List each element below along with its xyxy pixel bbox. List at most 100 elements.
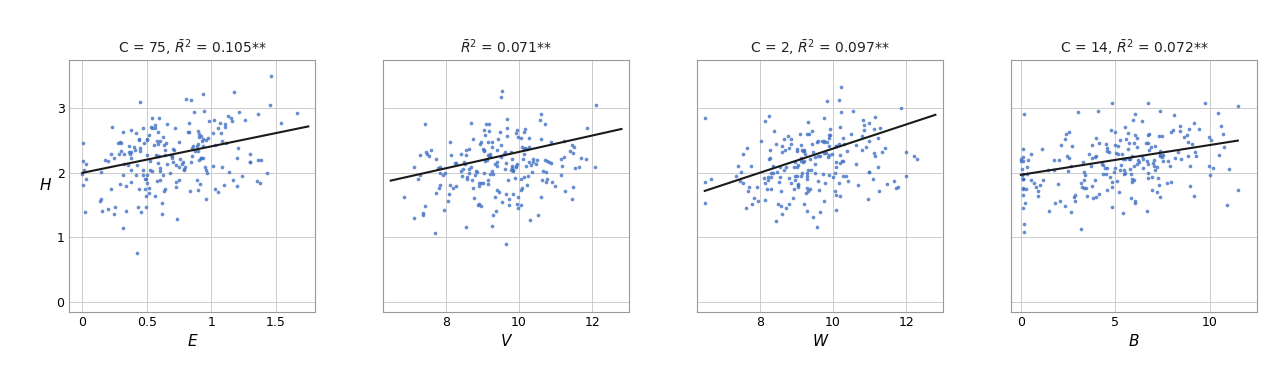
Point (134, 140, 154, 147)
Point (512, 202, 532, 208)
Point (1028, 193, 1048, 199)
Point (730, 178, 750, 184)
Point (474, 148, 494, 154)
Point (797, 173, 817, 179)
Point (205, 186, 225, 192)
Point (110, 181, 130, 187)
Point (787, 147, 807, 154)
Point (784, 164, 805, 170)
Point (1045, 157, 1065, 163)
Point (496, 116, 517, 122)
Point (1199, 134, 1219, 140)
Point (553, 154, 573, 160)
Point (152, 211, 172, 217)
Point (1076, 185, 1096, 191)
Point (1061, 163, 1081, 169)
Point (826, 143, 846, 149)
Point (471, 139, 491, 145)
Point (765, 141, 786, 147)
Point (121, 155, 141, 161)
Point (224, 176, 244, 183)
Point (1101, 184, 1122, 190)
Point (495, 166, 515, 172)
Point (182, 145, 202, 151)
Point (815, 197, 835, 204)
Point (755, 180, 775, 186)
Point (871, 149, 892, 155)
Point (859, 137, 879, 144)
Point (429, 170, 450, 176)
Point (426, 156, 446, 162)
Point (1013, 146, 1033, 152)
Point (193, 108, 213, 114)
Point (191, 154, 211, 161)
Point (1162, 179, 1182, 185)
Point (868, 135, 888, 142)
Point (193, 143, 213, 149)
Point (1149, 148, 1170, 154)
Point (832, 158, 853, 164)
Point (1124, 200, 1144, 206)
Point (145, 122, 165, 128)
Point (748, 198, 768, 204)
Point (791, 155, 811, 161)
Point (1096, 145, 1116, 151)
Point (1108, 142, 1128, 149)
Point (260, 102, 280, 108)
Point (755, 197, 775, 204)
Point (798, 167, 818, 173)
Point (1137, 158, 1157, 164)
Point (1122, 153, 1142, 159)
Point (750, 138, 770, 144)
Point (164, 125, 184, 131)
Point (585, 164, 605, 170)
Point (416, 121, 436, 127)
Point (456, 174, 476, 180)
Point (1014, 111, 1034, 117)
Point (499, 202, 519, 208)
Point (797, 175, 817, 182)
Point (1209, 110, 1229, 116)
Point (153, 172, 173, 178)
Point (125, 147, 145, 153)
Point (1149, 151, 1170, 158)
Point (1115, 123, 1135, 130)
Point (1103, 100, 1123, 106)
Point (536, 121, 556, 127)
Point (72, 182, 92, 188)
Point (475, 127, 495, 133)
Point (888, 184, 908, 190)
Point (179, 120, 200, 126)
Point (826, 143, 846, 149)
Point (160, 170, 181, 176)
Point (1177, 139, 1197, 145)
Point (1137, 140, 1157, 146)
Point (523, 159, 543, 165)
Point (701, 176, 721, 182)
Point (150, 177, 171, 183)
Point (272, 120, 292, 126)
Point (522, 162, 542, 168)
Point (130, 99, 150, 105)
Point (198, 135, 218, 141)
Point (480, 171, 500, 177)
Point (1138, 132, 1158, 138)
Point (169, 139, 189, 145)
Point (503, 168, 523, 175)
Point (1119, 166, 1139, 172)
Point (808, 138, 829, 144)
Point (1051, 142, 1071, 148)
Point (472, 180, 493, 187)
Point (475, 158, 495, 164)
Point (453, 166, 474, 172)
Point (1013, 176, 1033, 182)
Point (1149, 108, 1170, 115)
Point (504, 175, 524, 181)
Point (859, 120, 879, 126)
Point (538, 159, 558, 165)
Point (162, 155, 182, 161)
Title: C = 75, $\bar{R}^2$ = 0.105**: C = 75, $\bar{R}^2$ = 0.105** (117, 38, 266, 58)
Point (1096, 187, 1116, 193)
Point (182, 159, 202, 165)
Point (514, 174, 534, 180)
